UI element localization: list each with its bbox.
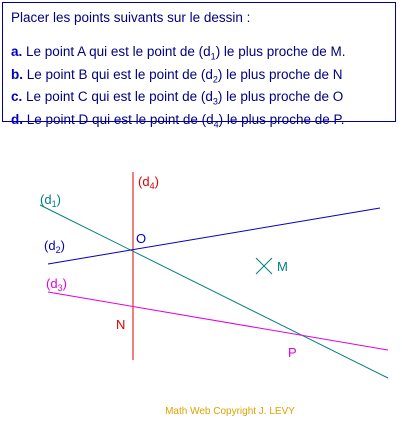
line-label: (d3) xyxy=(46,276,67,293)
point-label: O xyxy=(136,231,146,246)
item-subscript: 1 xyxy=(210,51,216,62)
item-letter: c. xyxy=(11,89,23,105)
item-subscript: 2 xyxy=(212,74,218,85)
item-letter: a. xyxy=(11,44,23,59)
item-subscript: 4 xyxy=(213,119,219,130)
line-label: (d2) xyxy=(44,238,65,255)
footer: Math Web Copyright J. LEVY xyxy=(165,406,295,417)
line-label: (d4) xyxy=(138,174,159,191)
item-text: Le point C qui est le point de (d xyxy=(26,89,213,105)
instruction: b. Le point B qui est le point de (d2) l… xyxy=(11,66,387,89)
item-text: Le point A qui est le point de (d xyxy=(26,44,211,59)
item-text: Le point D qui est le point de (d xyxy=(26,112,214,128)
cross-m xyxy=(255,257,273,275)
instructions-title: Placer les points suivants sur le dessin… xyxy=(11,10,251,25)
item-text: Le point B qui est le point de (d xyxy=(26,66,213,82)
instructions-list: a. Le point A qui est le point de (d1) l… xyxy=(11,43,387,134)
instruction: c. Le point C qui est le point de (d3) l… xyxy=(11,88,387,111)
instruction: d. Le point D qui est le point de (d4) l… xyxy=(11,111,387,134)
line-d3 xyxy=(47,291,389,351)
instruction: a. Le point A qui est le point de (d1) l… xyxy=(11,43,387,66)
item-text: ) le plus proche de P. xyxy=(218,112,345,128)
point-label: M xyxy=(277,259,288,274)
line-label: (d1) xyxy=(40,192,61,209)
item-text: ) le plus proche de N xyxy=(217,66,343,82)
item-text: ) le plus proche de M. xyxy=(215,44,346,59)
line-d2 xyxy=(47,207,381,265)
item-text: ) le plus proche de O xyxy=(217,89,344,105)
instructions-box: Placer les points suivants sur le dessin… xyxy=(2,2,396,130)
point-label: N xyxy=(116,317,125,332)
point-label: P xyxy=(288,345,297,360)
item-letter: b. xyxy=(11,66,23,82)
item-letter: d. xyxy=(11,112,23,128)
item-subscript: 3 xyxy=(212,97,218,108)
line-d1 xyxy=(39,204,389,379)
